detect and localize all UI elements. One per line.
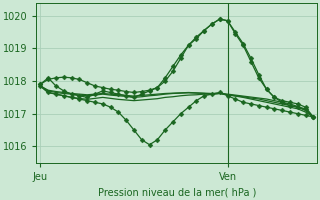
X-axis label: Pression niveau de la mer( hPa ): Pression niveau de la mer( hPa ) bbox=[98, 187, 256, 197]
